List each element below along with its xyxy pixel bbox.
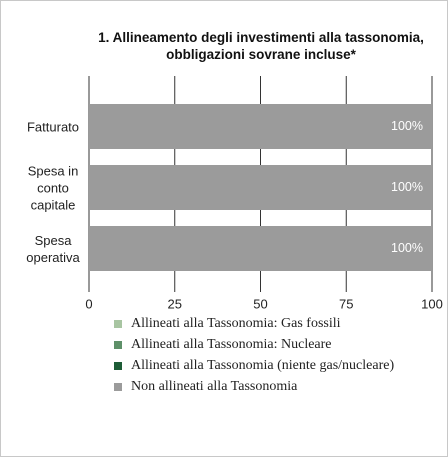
legend-swatch	[114, 362, 122, 370]
legend-label: Allineati alla Tassonomia (niente gas/nu…	[131, 358, 394, 373]
legend-label: Non allineati alla Tassonomia	[131, 379, 298, 394]
chart-title: 1. Allineamento degli investimenti alla …	[98, 30, 424, 62]
x-tick-label: 75	[339, 296, 353, 311]
legend-swatch	[114, 383, 122, 391]
y-tick-label: Fatturato	[26, 119, 80, 134]
x-tick-label: 0	[85, 296, 92, 311]
legend-label: Allineati alla Tassonomia: Gas fossili	[131, 316, 341, 331]
bar-segment	[89, 104, 432, 149]
value-label: 100%	[391, 119, 423, 133]
y-tick-label: Spesa operativa	[26, 232, 80, 265]
legend-swatch	[114, 341, 122, 349]
bar-segment	[89, 226, 432, 271]
bar-segment	[89, 165, 432, 210]
x-tick-label: 100	[421, 296, 443, 311]
y-tick-label: Spesa in conto capitale	[27, 163, 79, 212]
value-label: 100%	[391, 241, 423, 255]
x-tick-label: 25	[168, 296, 182, 311]
legend-swatch	[114, 320, 122, 328]
legend-label: Allineati alla Tassonomia: Nucleare	[131, 337, 332, 352]
value-label: 100%	[391, 180, 423, 194]
x-tick-label: 50	[253, 296, 267, 311]
